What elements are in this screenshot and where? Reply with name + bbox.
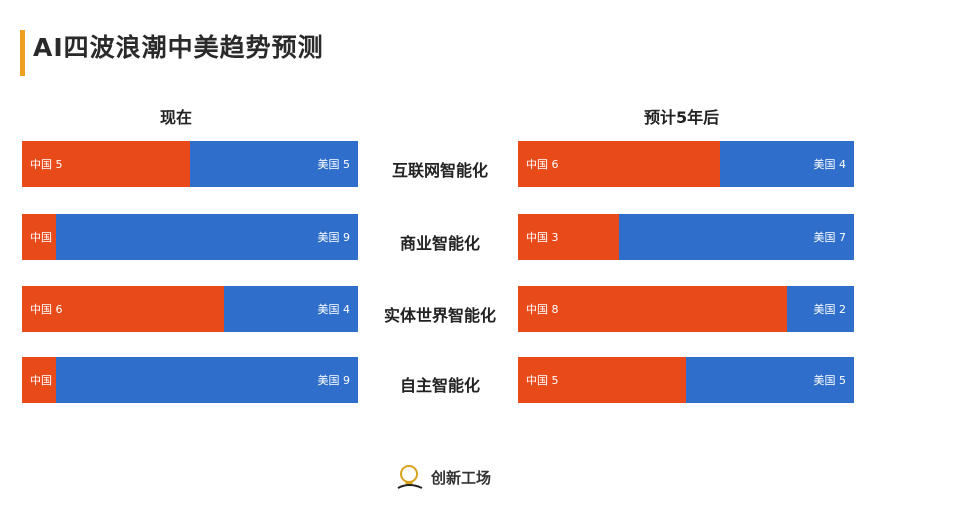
bar-segment-china: 中国 5 [22, 141, 190, 187]
bar-label-usa: 美国 5 [317, 158, 351, 171]
bar-segment-usa: 美国 7 [618, 214, 854, 260]
bar-label-china: 中国 8 [526, 303, 559, 316]
stacked-bar: 中国 6 美国 4 [518, 141, 854, 187]
bar-label-china: 中国 6 [526, 158, 559, 171]
stacked-bar: 中国 8 美国 2 [518, 286, 854, 332]
bar-label-china: 中国 1 [30, 374, 63, 387]
panel-title-5yr: 预计5年后 [644, 108, 720, 127]
category-label-business: 商业智能化 [399, 234, 480, 253]
stacked-bar: 中国 3 美国 7 [518, 214, 854, 260]
lightbulb-icon [397, 465, 423, 489]
bar-label-usa: 美国 4 [317, 303, 350, 316]
bar-label-usa: 美国 5 [813, 374, 847, 387]
bar-segment-china: 中国 1 [22, 214, 63, 260]
stacked-bar: 中国 1 美国 9 [22, 357, 358, 403]
bar-label-china: 中国 5 [30, 158, 63, 171]
stacked-bar: 中国 1 美国 9 [22, 214, 358, 260]
bar-label-usa: 美国 4 [813, 158, 846, 171]
logo: 创新工场 [395, 462, 491, 492]
bar-label-usa: 美国 7 [813, 231, 846, 244]
category-label-internet: 互联网智能化 [391, 161, 488, 180]
bar-segment-china: 中国 6 [22, 286, 224, 332]
category-label-autonomous: 自主智能化 [399, 376, 480, 395]
bar-segment-usa: 美国 9 [55, 357, 358, 403]
title-accent-bar [20, 30, 25, 76]
bar-label-china: 中国 1 [30, 231, 63, 244]
bar-segment-china: 中国 6 [518, 141, 720, 187]
panel-title-now: 现在 [160, 108, 193, 127]
bar-segment-china: 中国 8 [518, 286, 787, 332]
bar-label-china: 中国 3 [526, 231, 559, 244]
bar-label-china: 中国 5 [526, 374, 559, 387]
bar-segment-china: 中国 3 [518, 214, 619, 260]
bar-label-usa: 美国 9 [317, 374, 350, 387]
stacked-bar: 中国 5 美国 5 [22, 141, 358, 187]
bar-segment-usa: 美国 2 [786, 286, 854, 332]
bar-label-china: 中国 6 [30, 303, 63, 316]
bar-segment-usa: 美国 4 [719, 141, 854, 187]
category-label-physical: 实体世界智能化 [383, 306, 496, 325]
bar-label-usa: 美国 9 [317, 231, 350, 244]
stacked-bar: 中国 6 美国 4 [22, 286, 358, 332]
bar-segment-usa: 美国 5 [190, 141, 358, 187]
page-title: AI四波浪潮中美趋势预测 [33, 33, 324, 62]
bar-segment-usa: 美国 9 [55, 214, 358, 260]
bar-label-usa: 美国 2 [813, 303, 846, 316]
logo-text: 创新工场 [431, 468, 492, 487]
bar-segment-china: 中国 5 [518, 357, 686, 403]
stacked-bar: 中国 5 美国 5 [518, 357, 854, 403]
bar-segment-usa: 美国 4 [223, 286, 358, 332]
bar-segment-usa: 美国 5 [686, 357, 854, 403]
bar-segment-china: 中国 1 [22, 357, 63, 403]
